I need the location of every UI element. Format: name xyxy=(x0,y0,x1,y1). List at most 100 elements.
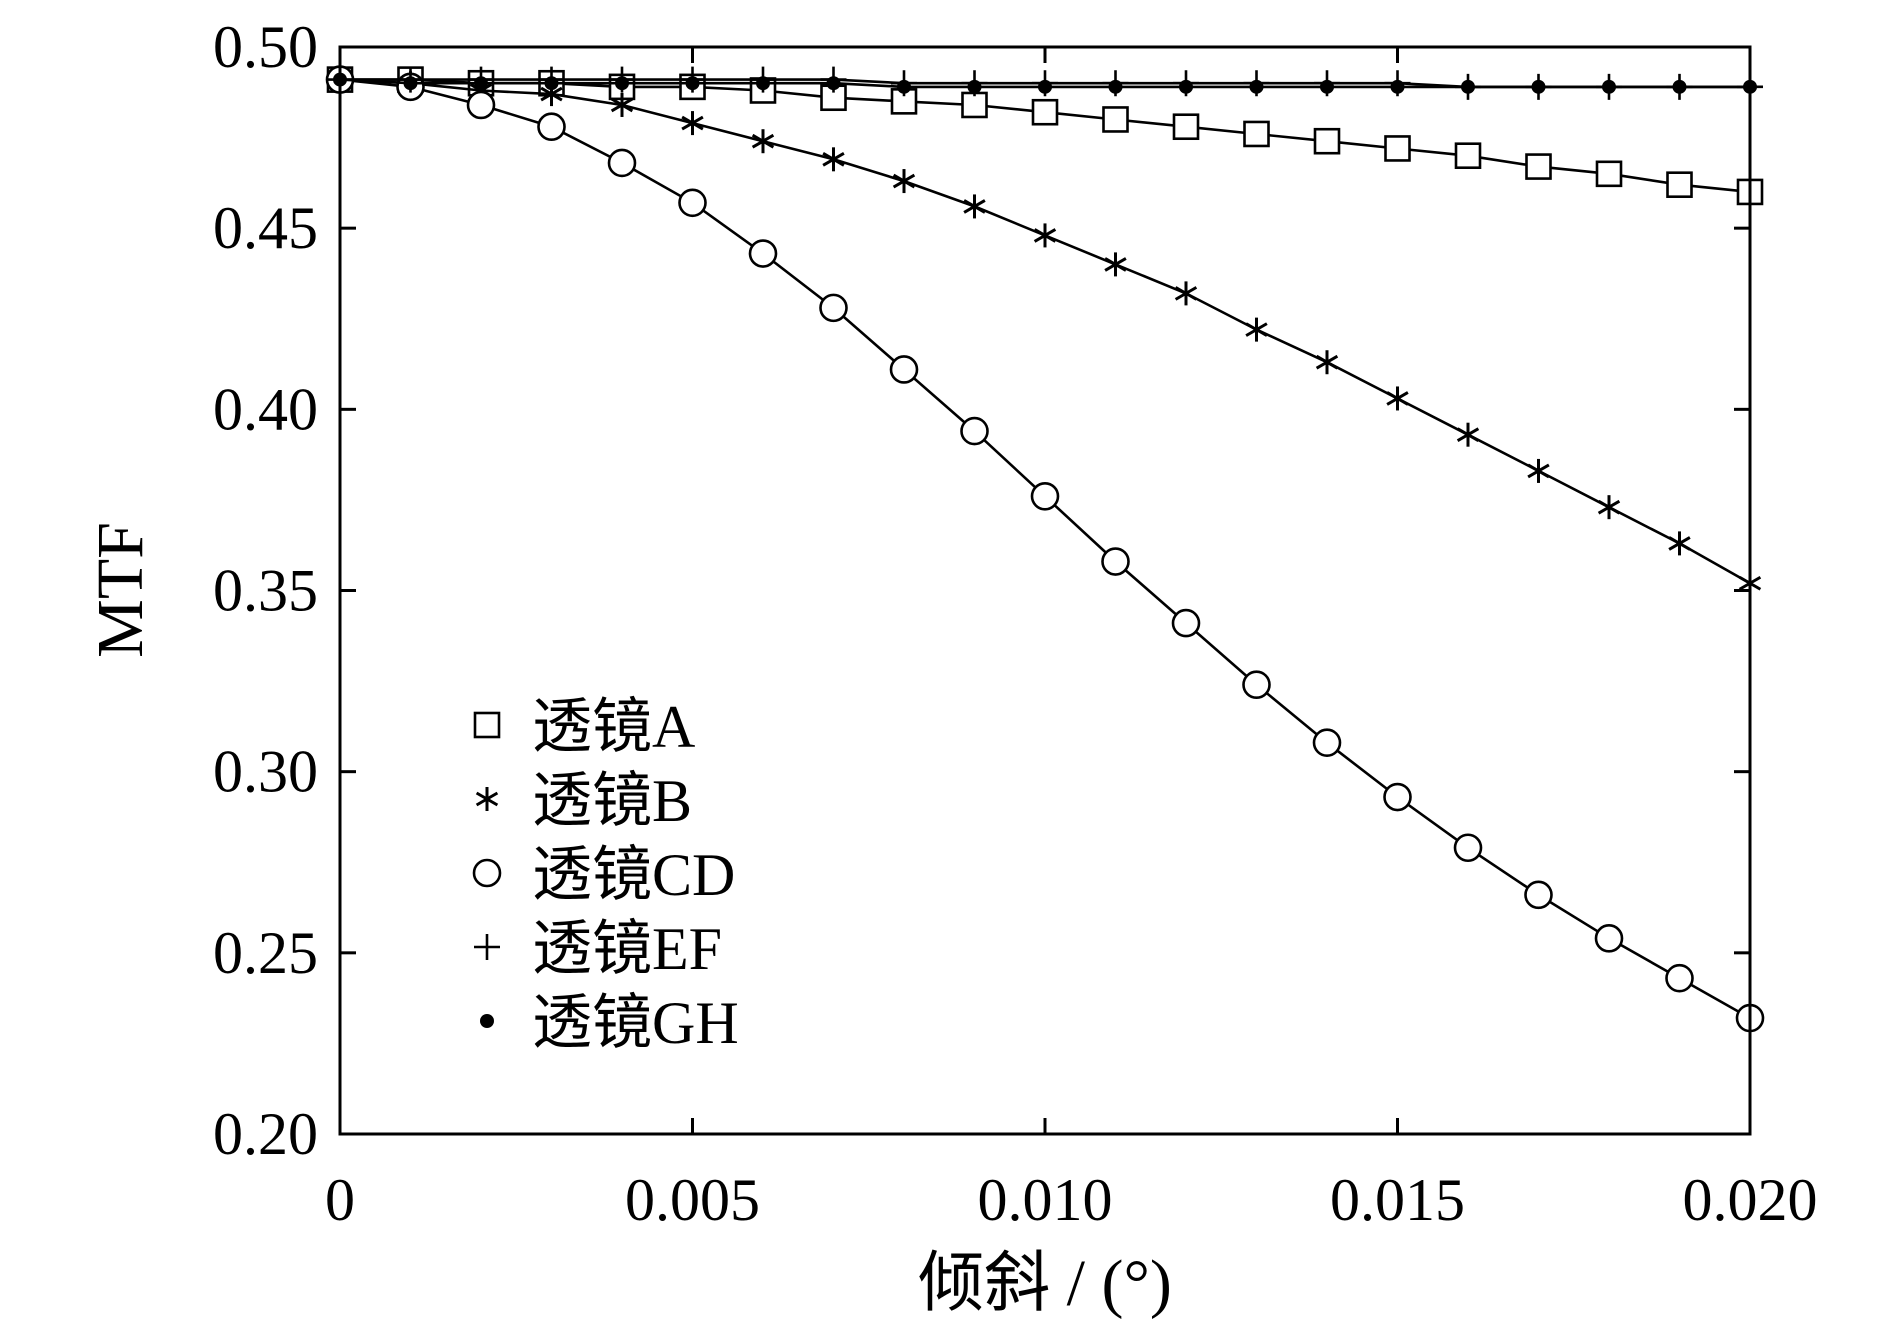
x-tick-label: 0 xyxy=(325,1167,355,1233)
data-point xyxy=(756,76,770,91)
data-point xyxy=(1179,79,1193,94)
data-point xyxy=(897,79,911,94)
asterisk-marker-arm xyxy=(1245,322,1268,337)
data-point xyxy=(1174,281,1198,306)
data-point xyxy=(819,293,848,323)
square-marker xyxy=(1313,127,1341,155)
data-point xyxy=(544,76,559,91)
circle-marker xyxy=(1171,608,1201,638)
data-point xyxy=(1672,79,1687,94)
legend-marker xyxy=(475,787,499,811)
data-point xyxy=(889,355,919,384)
data-point xyxy=(1594,924,1624,953)
legend-label: 透镜B xyxy=(532,768,692,834)
series-5 xyxy=(333,72,1757,94)
data-point xyxy=(1031,98,1059,126)
data-point xyxy=(1313,127,1341,155)
dot-marker xyxy=(826,76,841,91)
y-axis-label: MTF xyxy=(84,522,157,658)
data-point xyxy=(1665,963,1694,993)
asterisk-marker-arm xyxy=(1597,499,1621,515)
data-point xyxy=(681,111,704,136)
data-point xyxy=(1383,782,1412,812)
dot-marker xyxy=(1672,79,1687,94)
legend-marker xyxy=(480,1014,494,1028)
data-point xyxy=(1384,135,1411,162)
square-marker xyxy=(1525,153,1552,180)
data-point xyxy=(1104,252,1127,277)
data-point xyxy=(1390,79,1405,94)
data-point xyxy=(1108,79,1123,94)
asterisk-marker-arm xyxy=(610,97,634,113)
y-tick-label: 0.30 xyxy=(213,739,318,805)
data-point xyxy=(466,90,496,120)
data-point xyxy=(963,194,986,219)
legend-item: 透镜EF xyxy=(474,916,722,982)
circle-marker xyxy=(537,112,566,142)
data-point xyxy=(1033,223,1057,248)
data-point xyxy=(1454,142,1482,169)
data-point xyxy=(1527,458,1550,483)
data-point xyxy=(1101,547,1130,576)
circle-marker xyxy=(1665,963,1694,993)
asterisk-marker-arm xyxy=(1668,536,1691,551)
dot-marker xyxy=(756,76,770,91)
asterisk-marker-arm xyxy=(822,152,845,167)
circle-marker xyxy=(889,355,919,384)
x-tick-label: 0.015 xyxy=(1330,1167,1465,1233)
asterisk-marker-arm xyxy=(475,791,499,807)
square-marker xyxy=(1595,160,1623,188)
asterisk-marker-arm xyxy=(681,115,704,131)
legend-label: 透镜A xyxy=(532,694,695,760)
circle-marker xyxy=(1383,782,1412,812)
data-point xyxy=(615,76,629,91)
circle-marker xyxy=(1030,481,1060,511)
square-marker xyxy=(1384,135,1411,162)
data-point xyxy=(1243,120,1270,148)
data-point xyxy=(967,79,982,94)
dot-marker xyxy=(474,76,488,91)
asterisk-marker-arm xyxy=(892,173,916,189)
asterisk-marker-arm xyxy=(1456,427,1480,442)
dot-marker xyxy=(615,76,629,91)
y-tick-label: 0.40 xyxy=(213,376,318,442)
legend-marker xyxy=(474,934,500,960)
legend: 透镜A 透镜B 透镜CD 透镜EF 透镜GH xyxy=(472,694,739,1056)
x-axis-label: 倾斜 / (°) xyxy=(918,1247,1172,1320)
legend-label: 透镜GH xyxy=(532,990,739,1056)
data-point xyxy=(1525,153,1552,180)
data-point xyxy=(748,239,778,268)
y-tick-label: 0.35 xyxy=(213,558,318,624)
dot-marker xyxy=(1531,79,1546,94)
square-marker xyxy=(1172,113,1200,141)
dot-marker xyxy=(1602,79,1616,94)
data-point xyxy=(751,129,775,154)
data-point xyxy=(1461,79,1475,94)
square-marker xyxy=(1243,120,1270,148)
data-point xyxy=(474,76,488,91)
dot-marker xyxy=(1108,79,1123,94)
data-point xyxy=(1666,171,1693,198)
asterisk-marker-arm xyxy=(1315,354,1339,370)
circle-marker xyxy=(1453,833,1483,863)
data-point xyxy=(1531,79,1546,94)
data-point xyxy=(1597,495,1621,520)
data-point xyxy=(537,112,566,142)
circle-marker xyxy=(1594,924,1624,953)
dot-marker xyxy=(1038,79,1052,94)
y-tick-label: 0.25 xyxy=(213,920,318,986)
legend-label: 透镜CD xyxy=(532,842,735,908)
legend-marker xyxy=(472,858,502,888)
y-tick-label: 0.45 xyxy=(213,195,318,261)
x-tick-label: 0.010 xyxy=(978,1167,1113,1233)
square-marker xyxy=(1102,106,1129,133)
circle-marker xyxy=(960,416,989,446)
legend-item: 透镜A xyxy=(473,694,695,760)
x-tick-label: 0.005 xyxy=(625,1167,760,1233)
dot-marker xyxy=(1390,79,1405,94)
data-point xyxy=(610,92,634,117)
data-point xyxy=(607,148,637,178)
square-marker xyxy=(961,91,988,119)
